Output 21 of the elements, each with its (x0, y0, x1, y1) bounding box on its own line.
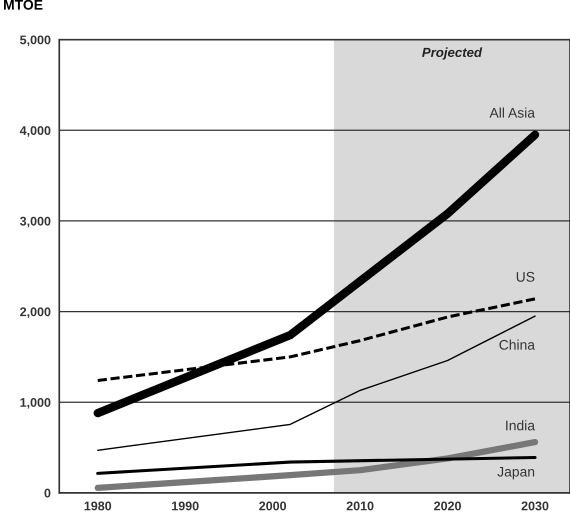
y-tick-label: 3,000 (20, 216, 50, 228)
series-label: All Asia (490, 108, 536, 118)
line-series (96, 297, 537, 382)
x-tick-label: 1980 (84, 502, 112, 510)
y-tick-label: 5,000 (20, 35, 50, 46)
y-tick-label: 1,000 (20, 398, 50, 409)
x-tick-label: 2030 (522, 502, 548, 510)
x-tick-label: 2000 (259, 502, 286, 510)
y-tick-label: 0 (44, 488, 50, 498)
series-label: China (499, 340, 536, 350)
x-tick-label: 1990 (172, 502, 199, 510)
y-tick-label: 4,000 (20, 126, 50, 137)
x-tick-label: 2020 (434, 502, 461, 510)
y-tick-label: 2,000 (20, 307, 50, 318)
series-label: US (516, 272, 534, 282)
band-label: Projected (422, 47, 482, 60)
x-tick-label: 2010 (346, 502, 374, 510)
y-axis-title: MTOE (4, 0, 42, 10)
series-label: Japan (497, 466, 534, 480)
line-series (97, 315, 536, 451)
series-label: India (506, 420, 536, 430)
